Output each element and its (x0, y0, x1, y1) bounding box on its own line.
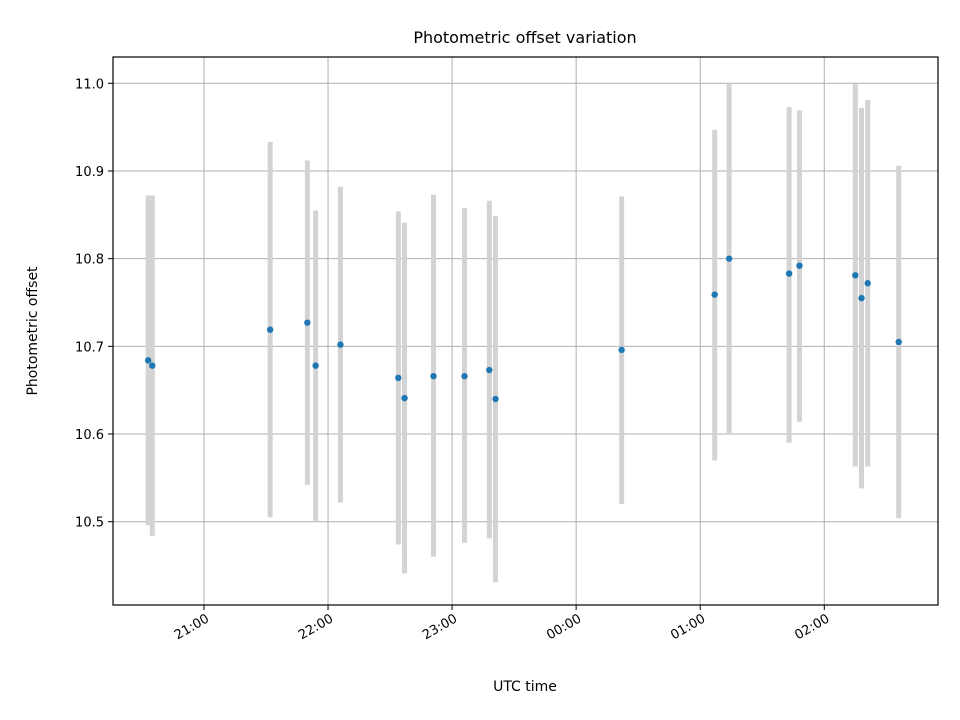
axis-ticks: 21:00 22:00 23:00 00:00 01:00 02:00 10.5 10.6 10… (75, 77, 832, 643)
y-tick-label: 10.6 (75, 428, 104, 443)
data-point (796, 262, 803, 269)
x-tick-label: 23:00 (420, 611, 460, 643)
data-point (895, 338, 902, 346)
data-point (711, 291, 718, 298)
x-axis-label: UTC time (493, 679, 557, 695)
x-tick-label: 22:00 (296, 611, 336, 643)
chart-title: Photometric offset variation (413, 28, 636, 47)
y-tick-label: 10.7 (75, 340, 104, 355)
x-tick-label: 00:00 (544, 611, 584, 643)
data-point (461, 372, 468, 380)
data-point (144, 357, 152, 364)
data-point (725, 255, 733, 262)
data-point (401, 394, 408, 402)
y-tick-label: 11.0 (75, 77, 104, 92)
grid (113, 57, 938, 605)
data-point (430, 372, 437, 380)
x-tick-label: 21:00 (172, 611, 212, 643)
data-point (395, 374, 402, 382)
data-point (864, 280, 871, 287)
data-point (266, 326, 274, 333)
data-point (785, 270, 793, 277)
data-point (312, 362, 319, 369)
y-tick-label: 10.8 (75, 253, 104, 268)
error-bars (145, 83, 902, 583)
x-tick-label: 01:00 (668, 611, 708, 643)
data-point (618, 346, 625, 354)
data-point (492, 395, 499, 403)
data-point (858, 294, 865, 302)
data-point (486, 366, 493, 374)
x-tick-label: 02:00 (792, 611, 832, 643)
data-points (144, 255, 902, 403)
y-tick-label: 10.9 (75, 165, 104, 180)
plot-area-frame (112, 56, 939, 606)
data-point (337, 341, 344, 348)
data-point (149, 362, 156, 369)
data-point (304, 319, 311, 326)
y-axis-label: Photometric offset (25, 266, 41, 396)
y-tick-label: 10.5 (75, 516, 104, 531)
data-point (852, 272, 859, 279)
